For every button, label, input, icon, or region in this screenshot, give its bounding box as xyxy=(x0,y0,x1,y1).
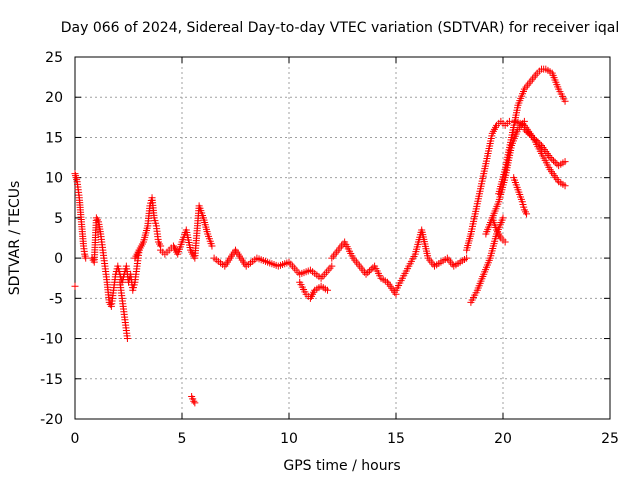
data-point xyxy=(82,254,90,262)
data-point xyxy=(527,132,535,140)
y-tick-label: -20 xyxy=(40,412,63,428)
data-point xyxy=(499,214,507,222)
data-point xyxy=(561,97,569,105)
data-point xyxy=(123,335,131,343)
data-point xyxy=(523,210,531,218)
data-point xyxy=(369,264,377,272)
data-point xyxy=(190,397,198,405)
y-tick-label: -15 xyxy=(40,372,63,388)
y-tick-label: 20 xyxy=(45,90,63,106)
y-tick-label: 5 xyxy=(54,211,63,227)
data-point xyxy=(463,254,471,262)
data-point xyxy=(365,267,373,275)
grid xyxy=(75,57,610,419)
y-tick-label: -5 xyxy=(49,291,63,307)
data-point xyxy=(505,117,513,125)
chart-title: Day 066 of 2024, Sidereal Day-to-day VTE… xyxy=(61,20,619,36)
plot-frame xyxy=(74,56,611,420)
x-tick-label: 0 xyxy=(71,431,80,447)
y-axis-label: SDTVAR / TECUs xyxy=(7,181,23,296)
data-point xyxy=(551,158,559,166)
x-axis-label: GPS time / hours xyxy=(283,458,400,474)
data-point xyxy=(191,399,199,407)
x-tick-label: 25 xyxy=(601,431,619,447)
y-tick-label: 0 xyxy=(54,251,63,267)
x-tick-label: 10 xyxy=(280,431,298,447)
data-point xyxy=(526,130,534,138)
data-point xyxy=(364,269,372,277)
data-point xyxy=(208,242,216,250)
axis-ticks: 0 5 10 15 20 25 -20 -15 -10 -5 0 5 10 15 20 25 xyxy=(40,50,619,447)
data-point xyxy=(546,154,554,162)
data-points xyxy=(71,65,569,407)
data-point xyxy=(328,262,336,270)
data-point xyxy=(550,157,558,165)
data-point xyxy=(548,155,556,163)
data-point xyxy=(520,125,528,133)
data-point xyxy=(324,286,332,294)
data-point xyxy=(367,265,375,273)
data-point xyxy=(561,182,569,190)
data-point xyxy=(524,129,532,137)
data-point xyxy=(561,158,569,166)
x-tick-label: 20 xyxy=(494,431,512,447)
y-tick-label: 15 xyxy=(45,130,63,146)
x-tick-label: 15 xyxy=(387,431,405,447)
data-point xyxy=(71,282,79,290)
x-tick-label: 5 xyxy=(178,431,187,447)
y-tick-label: 25 xyxy=(45,50,63,66)
data-point xyxy=(522,127,530,135)
y-tick-label: 10 xyxy=(45,171,63,187)
data-point xyxy=(362,270,370,278)
y-tick-label: -10 xyxy=(40,332,63,348)
data-point xyxy=(501,238,509,246)
